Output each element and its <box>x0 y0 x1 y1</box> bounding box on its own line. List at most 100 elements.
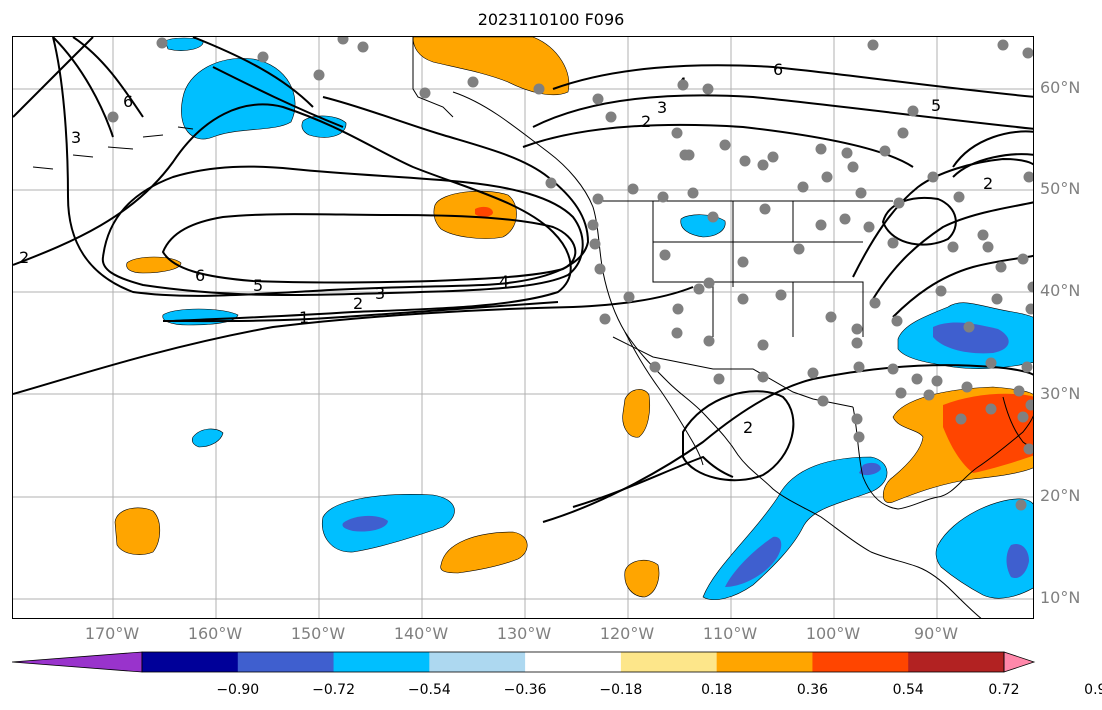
colorbar-min-arrow <box>12 651 143 673</box>
contour-6 <box>52 37 344 138</box>
station-marker <box>947 241 959 253</box>
anomaly-subtropics-neg-core <box>342 515 388 532</box>
colorbar-tick-label: −0.18 <box>599 682 643 698</box>
station-marker <box>1017 411 1029 423</box>
station-marker <box>821 171 833 183</box>
station-marker <box>1021 361 1033 373</box>
anomaly-alaska-neg <box>181 58 296 140</box>
station-marker <box>1022 47 1033 59</box>
station-marker <box>817 395 829 407</box>
station-marker <box>679 149 691 161</box>
station-marker <box>671 127 683 139</box>
station-marker <box>707 211 719 223</box>
station-marker <box>879 145 891 157</box>
lat-label-20n: 20°N <box>1040 486 1081 505</box>
colorbar-segment <box>429 652 526 672</box>
station-marker <box>863 221 875 233</box>
station-marker <box>891 315 903 327</box>
contour-label: 2 <box>353 294 363 313</box>
station-marker <box>985 403 997 415</box>
station-marker <box>931 375 943 387</box>
lat-label-50n: 50°N <box>1040 179 1081 198</box>
station-marker <box>935 285 947 297</box>
station-marker <box>847 161 859 173</box>
station-marker <box>419 87 431 99</box>
contour-label: 2 <box>983 174 993 193</box>
anomaly-pacific-pos-core <box>475 206 493 217</box>
colorbar-segment <box>908 652 1005 672</box>
station-marker <box>1013 385 1025 397</box>
contour-5 <box>161 213 577 284</box>
station-marker <box>851 337 863 349</box>
station-marker <box>592 193 604 205</box>
station-marker <box>807 367 819 379</box>
station-marker <box>793 243 805 255</box>
station-marker <box>1025 399 1033 411</box>
station-marker <box>982 241 994 253</box>
anomaly-central-am-neg-core <box>725 462 881 587</box>
station-marker <box>893 197 905 209</box>
coastline-alaska-aleutians <box>32 126 194 170</box>
colorbar-tick-label: 0.36 <box>796 682 829 698</box>
state-lines-west <box>652 201 864 337</box>
anomaly-mex-south-pos <box>624 559 660 598</box>
colorbar-tick-label: −0.90 <box>216 682 260 698</box>
station-marker <box>797 181 809 193</box>
station-marker <box>467 76 479 88</box>
station-marker <box>592 93 604 105</box>
anomaly-pacific-pos <box>433 190 517 239</box>
contour-3 <box>52 37 590 297</box>
colorbar-segment <box>525 652 622 672</box>
station-marker <box>589 238 601 250</box>
station-marker <box>953 191 965 203</box>
station-marker <box>533 83 545 95</box>
anomaly-south-pos <box>440 531 528 574</box>
lon-label-110w: 110°W <box>702 624 758 643</box>
contour-east-ne <box>952 130 1033 178</box>
map-frame: 6 3 2 6 5 1 2 3 4 4 6 3 2 5 2 2 <box>12 36 1034 619</box>
anomaly-utah-neg <box>680 214 726 238</box>
station-marker <box>659 249 671 261</box>
lon-label-130w: 130°W <box>496 624 552 643</box>
station-marker <box>257 51 269 63</box>
lat-label-10n: 10°N <box>1040 588 1081 607</box>
station-marker <box>737 293 749 305</box>
colorbar-segment <box>142 652 239 672</box>
station-marker <box>955 413 967 425</box>
station-marker <box>702 83 714 95</box>
station-marker <box>649 361 661 373</box>
station-marker <box>887 237 899 249</box>
lat-label-60n: 60°N <box>1040 78 1081 97</box>
map-canvas: 6 3 2 6 5 1 2 3 4 4 6 3 2 5 2 2 <box>13 37 1033 618</box>
anomaly-west-pos <box>126 256 182 274</box>
station-marker <box>767 151 779 163</box>
coastline-baja <box>624 331 704 466</box>
colorbar-tick-label: 0.54 <box>892 682 924 698</box>
station-marker <box>594 263 606 275</box>
station-marker <box>907 105 919 117</box>
lon-label-170w: 170°W <box>84 624 140 643</box>
colorbar-tick-label: 0.90 <box>1084 682 1102 698</box>
station-marker <box>671 327 683 339</box>
station-marker <box>627 183 639 195</box>
colorbar-tick-label: −0.72 <box>312 682 355 698</box>
station-marker <box>757 371 769 383</box>
lon-label-160w: 160°W <box>187 624 243 643</box>
station-marker <box>815 143 827 155</box>
station-marker <box>1027 281 1033 293</box>
station-marker <box>775 289 787 301</box>
anomaly-bering-neg <box>164 37 204 51</box>
colorbar-segment <box>812 652 909 672</box>
station-marker <box>923 389 935 401</box>
station-marker <box>687 187 699 199</box>
station-marker <box>703 335 715 347</box>
coastline-gulf-mexico <box>852 406 1033 510</box>
station-marker <box>587 219 599 231</box>
station-marker <box>855 187 867 199</box>
station-marker <box>1025 303 1033 315</box>
station-marker <box>853 361 865 373</box>
colorbar-tick-label: 0.72 <box>988 682 1020 698</box>
anomaly-gulf-pos-core <box>943 393 1033 473</box>
station-marker <box>841 147 853 159</box>
contour-label: 3 <box>657 98 667 117</box>
